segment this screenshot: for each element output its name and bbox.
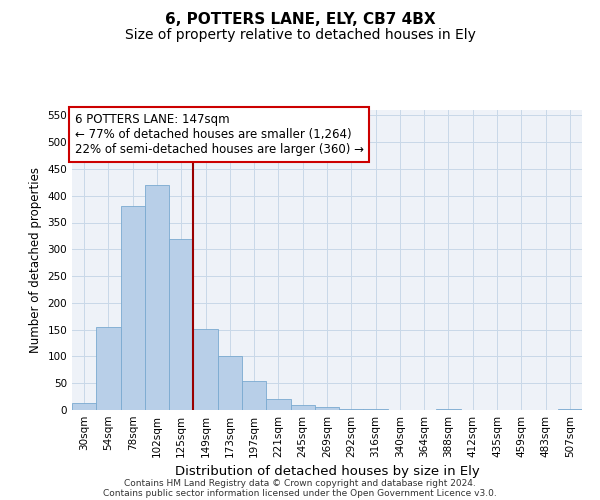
Text: Contains public sector information licensed under the Open Government Licence v3: Contains public sector information licen… (103, 488, 497, 498)
Bar (242, 380, 266, 410)
Text: 6, POTTERS LANE, ELY, CB7 4BX: 6, POTTERS LANE, ELY, CB7 4BX (164, 12, 436, 28)
Bar (266, 400, 290, 410)
Bar (193, 328, 218, 410)
Text: 6 POTTERS LANE: 147sqm
← 77% of detached houses are smaller (1,264)
22% of semi-: 6 POTTERS LANE: 147sqm ← 77% of detached… (74, 113, 364, 156)
Bar (145, 185, 169, 410)
Bar (96, 327, 121, 410)
Bar (290, 404, 315, 410)
Bar (169, 238, 193, 410)
Text: Contains HM Land Registry data © Crown copyright and database right 2024.: Contains HM Land Registry data © Crown c… (124, 478, 476, 488)
Bar (121, 206, 145, 410)
Bar (339, 409, 364, 410)
Bar (218, 356, 242, 410)
Bar (315, 408, 339, 410)
Text: Size of property relative to detached houses in Ely: Size of property relative to detached ho… (125, 28, 475, 42)
X-axis label: Distribution of detached houses by size in Ely: Distribution of detached houses by size … (175, 466, 479, 478)
Bar (72, 403, 96, 410)
Y-axis label: Number of detached properties: Number of detached properties (29, 167, 42, 353)
